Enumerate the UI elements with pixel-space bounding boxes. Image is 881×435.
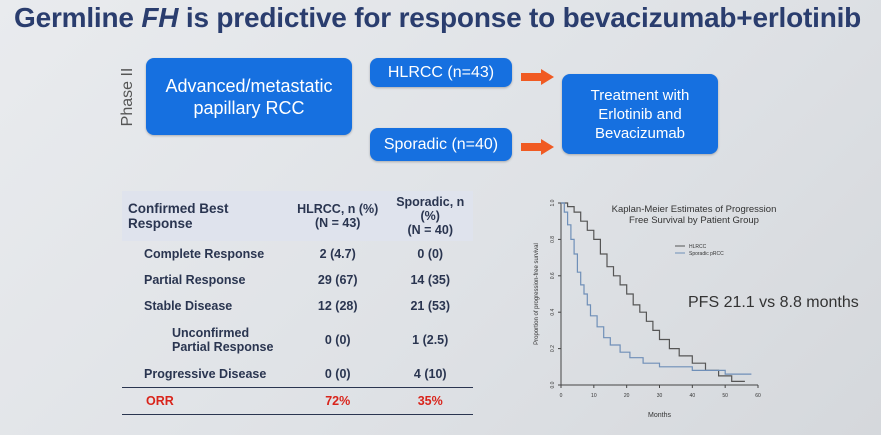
- legend-entry: HLRCC: [689, 244, 707, 250]
- table-row: Complete Response 2 (4.7) 0 (0): [144, 247, 444, 261]
- x-tick-label: 10: [591, 393, 597, 399]
- legend-entry: Sporadic pRCC: [689, 251, 724, 257]
- km-curve-sporadic: [561, 202, 752, 375]
- x-tick-label: 30: [657, 393, 663, 399]
- orr-row: ORR 72% 35%: [122, 387, 473, 415]
- header-response: Confirmed Best Response: [122, 191, 288, 241]
- hlrcc-box: HLRCC (n=43): [370, 58, 512, 87]
- pfs-summary: PFS 21.1 vs 8.8 months: [688, 294, 859, 311]
- arrow-right-icon: [521, 139, 554, 155]
- table-row: Partial Response 29 (67) 14 (35): [144, 273, 451, 287]
- km-chart: 0 10 20 30 40 50 60 0.0 0.2 0.4 0.6 0.8 1.0 Months Pro…: [534, 199, 761, 419]
- x-tick-label: 40: [690, 393, 696, 399]
- x-tick-label: 50: [722, 393, 728, 399]
- chart-title: Kaplan-Meier Estimates of Progression Fre…: [611, 204, 777, 226]
- slide-title: Germline FH is predictive for response t…: [14, 2, 862, 33]
- table-row: Unconfirmed Partial Response 0 (0) 1 (2.5…: [172, 326, 449, 354]
- table-row: Stable Disease 12 (28) 21 (53): [144, 299, 451, 313]
- y-tick-label: 0.0: [550, 381, 556, 388]
- header-hlrcc: HLRCC, n (%) (N = 43): [287, 191, 388, 241]
- y-tick-label: 1.0: [550, 199, 556, 206]
- arrow-right-icon: [521, 69, 554, 85]
- y-axis-label: Proportion of progression-free survival: [534, 243, 540, 345]
- population-box: Advanced/metastatic papillary RCC: [146, 58, 352, 135]
- y-tick-label: 0.2: [550, 345, 556, 352]
- phase-label: Phase II: [119, 67, 136, 127]
- x-tick-label: 20: [624, 393, 630, 399]
- y-tick-label: 0.8: [550, 236, 556, 243]
- x-axis-label: Months: [648, 412, 671, 419]
- header-sporadic: Sporadic, n (%) (N = 40): [387, 191, 473, 241]
- x-tick-label: 60: [755, 393, 761, 399]
- x-tick-label: 0: [560, 393, 563, 399]
- y-tick-label: 0.4: [550, 309, 556, 316]
- table-row: Progressive Disease 0 (0) 4 (10): [144, 367, 447, 381]
- y-tick-label: 0.6: [550, 272, 556, 279]
- table-header: Confirmed Best Response HLRCC, n (%) (N = …: [122, 191, 473, 241]
- km-curve-hlrcc: [561, 202, 745, 382]
- sporadic-box: Sporadic (n=40): [370, 128, 512, 161]
- response-table: Confirmed Best Response HLRCC, n (%) (N = …: [122, 191, 473, 415]
- treatment-box: Treatment with Erlotinib and Bevacizumab: [562, 74, 718, 154]
